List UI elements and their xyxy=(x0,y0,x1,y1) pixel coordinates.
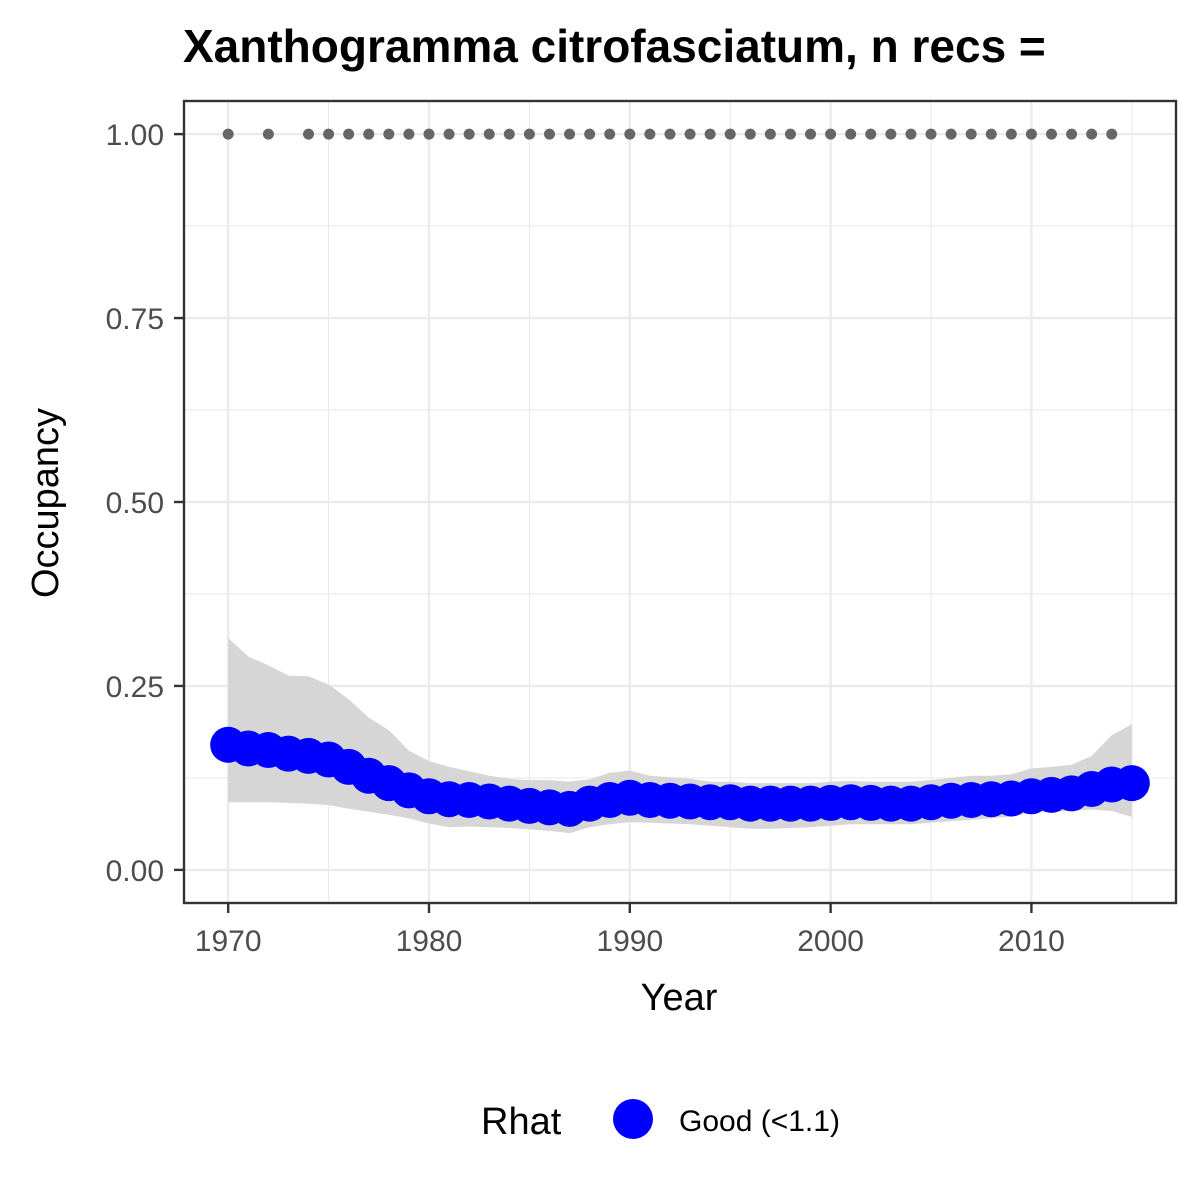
y-axis: 0.00 0.25 0.50 0.75 1.00 xyxy=(106,119,184,888)
record-dot xyxy=(543,128,555,140)
record-dot xyxy=(1045,128,1057,140)
record-dot xyxy=(644,128,656,140)
y-tick-label: 0.50 xyxy=(106,487,164,520)
legend-label-good: Good (<1.1) xyxy=(679,1105,840,1138)
y-tick-label: 0.00 xyxy=(106,855,164,888)
record-dot xyxy=(1066,128,1078,140)
x-tick-label: 1980 xyxy=(396,925,463,958)
record-dot xyxy=(845,128,857,140)
record-dot xyxy=(985,128,997,140)
record-dot xyxy=(925,128,937,140)
record-dot xyxy=(363,128,375,140)
record-dot xyxy=(684,128,696,140)
record-dot xyxy=(604,128,616,140)
record-dot xyxy=(965,128,977,140)
record-dot xyxy=(624,128,636,140)
record-dot xyxy=(1086,128,1098,140)
x-tick-label: 1990 xyxy=(596,925,663,958)
record-dot xyxy=(905,128,917,140)
record-dot xyxy=(423,128,435,140)
record-dot xyxy=(744,128,756,140)
record-dot xyxy=(503,128,515,140)
record-dot xyxy=(885,128,897,140)
record-dot xyxy=(383,128,395,140)
record-dot xyxy=(805,128,817,140)
record-dot xyxy=(825,128,837,140)
record-dot xyxy=(945,128,957,140)
legend-title: Rhat xyxy=(481,1101,562,1143)
record-dot xyxy=(403,128,415,140)
record-dot xyxy=(303,128,315,140)
record-dot xyxy=(443,128,455,140)
record-dot xyxy=(865,128,877,140)
record-dot xyxy=(1106,128,1118,140)
y-axis-title: Occupancy xyxy=(25,408,67,598)
record-dot xyxy=(483,128,495,140)
x-tick-label: 2000 xyxy=(797,925,864,958)
plot-panel xyxy=(182,99,1178,905)
chart-title: Xanthogramma citrofasciatum, n recs = xyxy=(183,20,1046,72)
record-dot xyxy=(463,128,475,140)
x-axis-title: Year xyxy=(641,977,718,1019)
record-dot xyxy=(704,128,716,140)
x-tick-label: 1970 xyxy=(195,925,262,958)
record-dot xyxy=(523,128,535,140)
y-tick-label: 0.75 xyxy=(106,303,164,336)
record-dot xyxy=(323,128,335,140)
legend-key-good xyxy=(613,1099,653,1139)
record-dot xyxy=(262,128,274,140)
record-dot xyxy=(664,128,676,140)
legend: Rhat Good (<1.1) xyxy=(481,1099,840,1143)
y-tick-label: 1.00 xyxy=(106,119,164,152)
record-dot xyxy=(343,128,355,140)
y-tick-label: 0.25 xyxy=(106,671,164,704)
x-tick-label: 2010 xyxy=(998,925,1065,958)
x-axis: 1970 1980 1990 2000 2010 xyxy=(195,903,1065,958)
occupancy-point xyxy=(1113,765,1150,802)
record-dot xyxy=(724,128,736,140)
record-dot xyxy=(564,128,576,140)
record-dot xyxy=(584,128,596,140)
record-dot xyxy=(1005,128,1017,140)
record-dot xyxy=(222,128,234,140)
record-dot xyxy=(1025,128,1037,140)
record-dot xyxy=(764,128,776,140)
record-dot xyxy=(784,128,796,140)
